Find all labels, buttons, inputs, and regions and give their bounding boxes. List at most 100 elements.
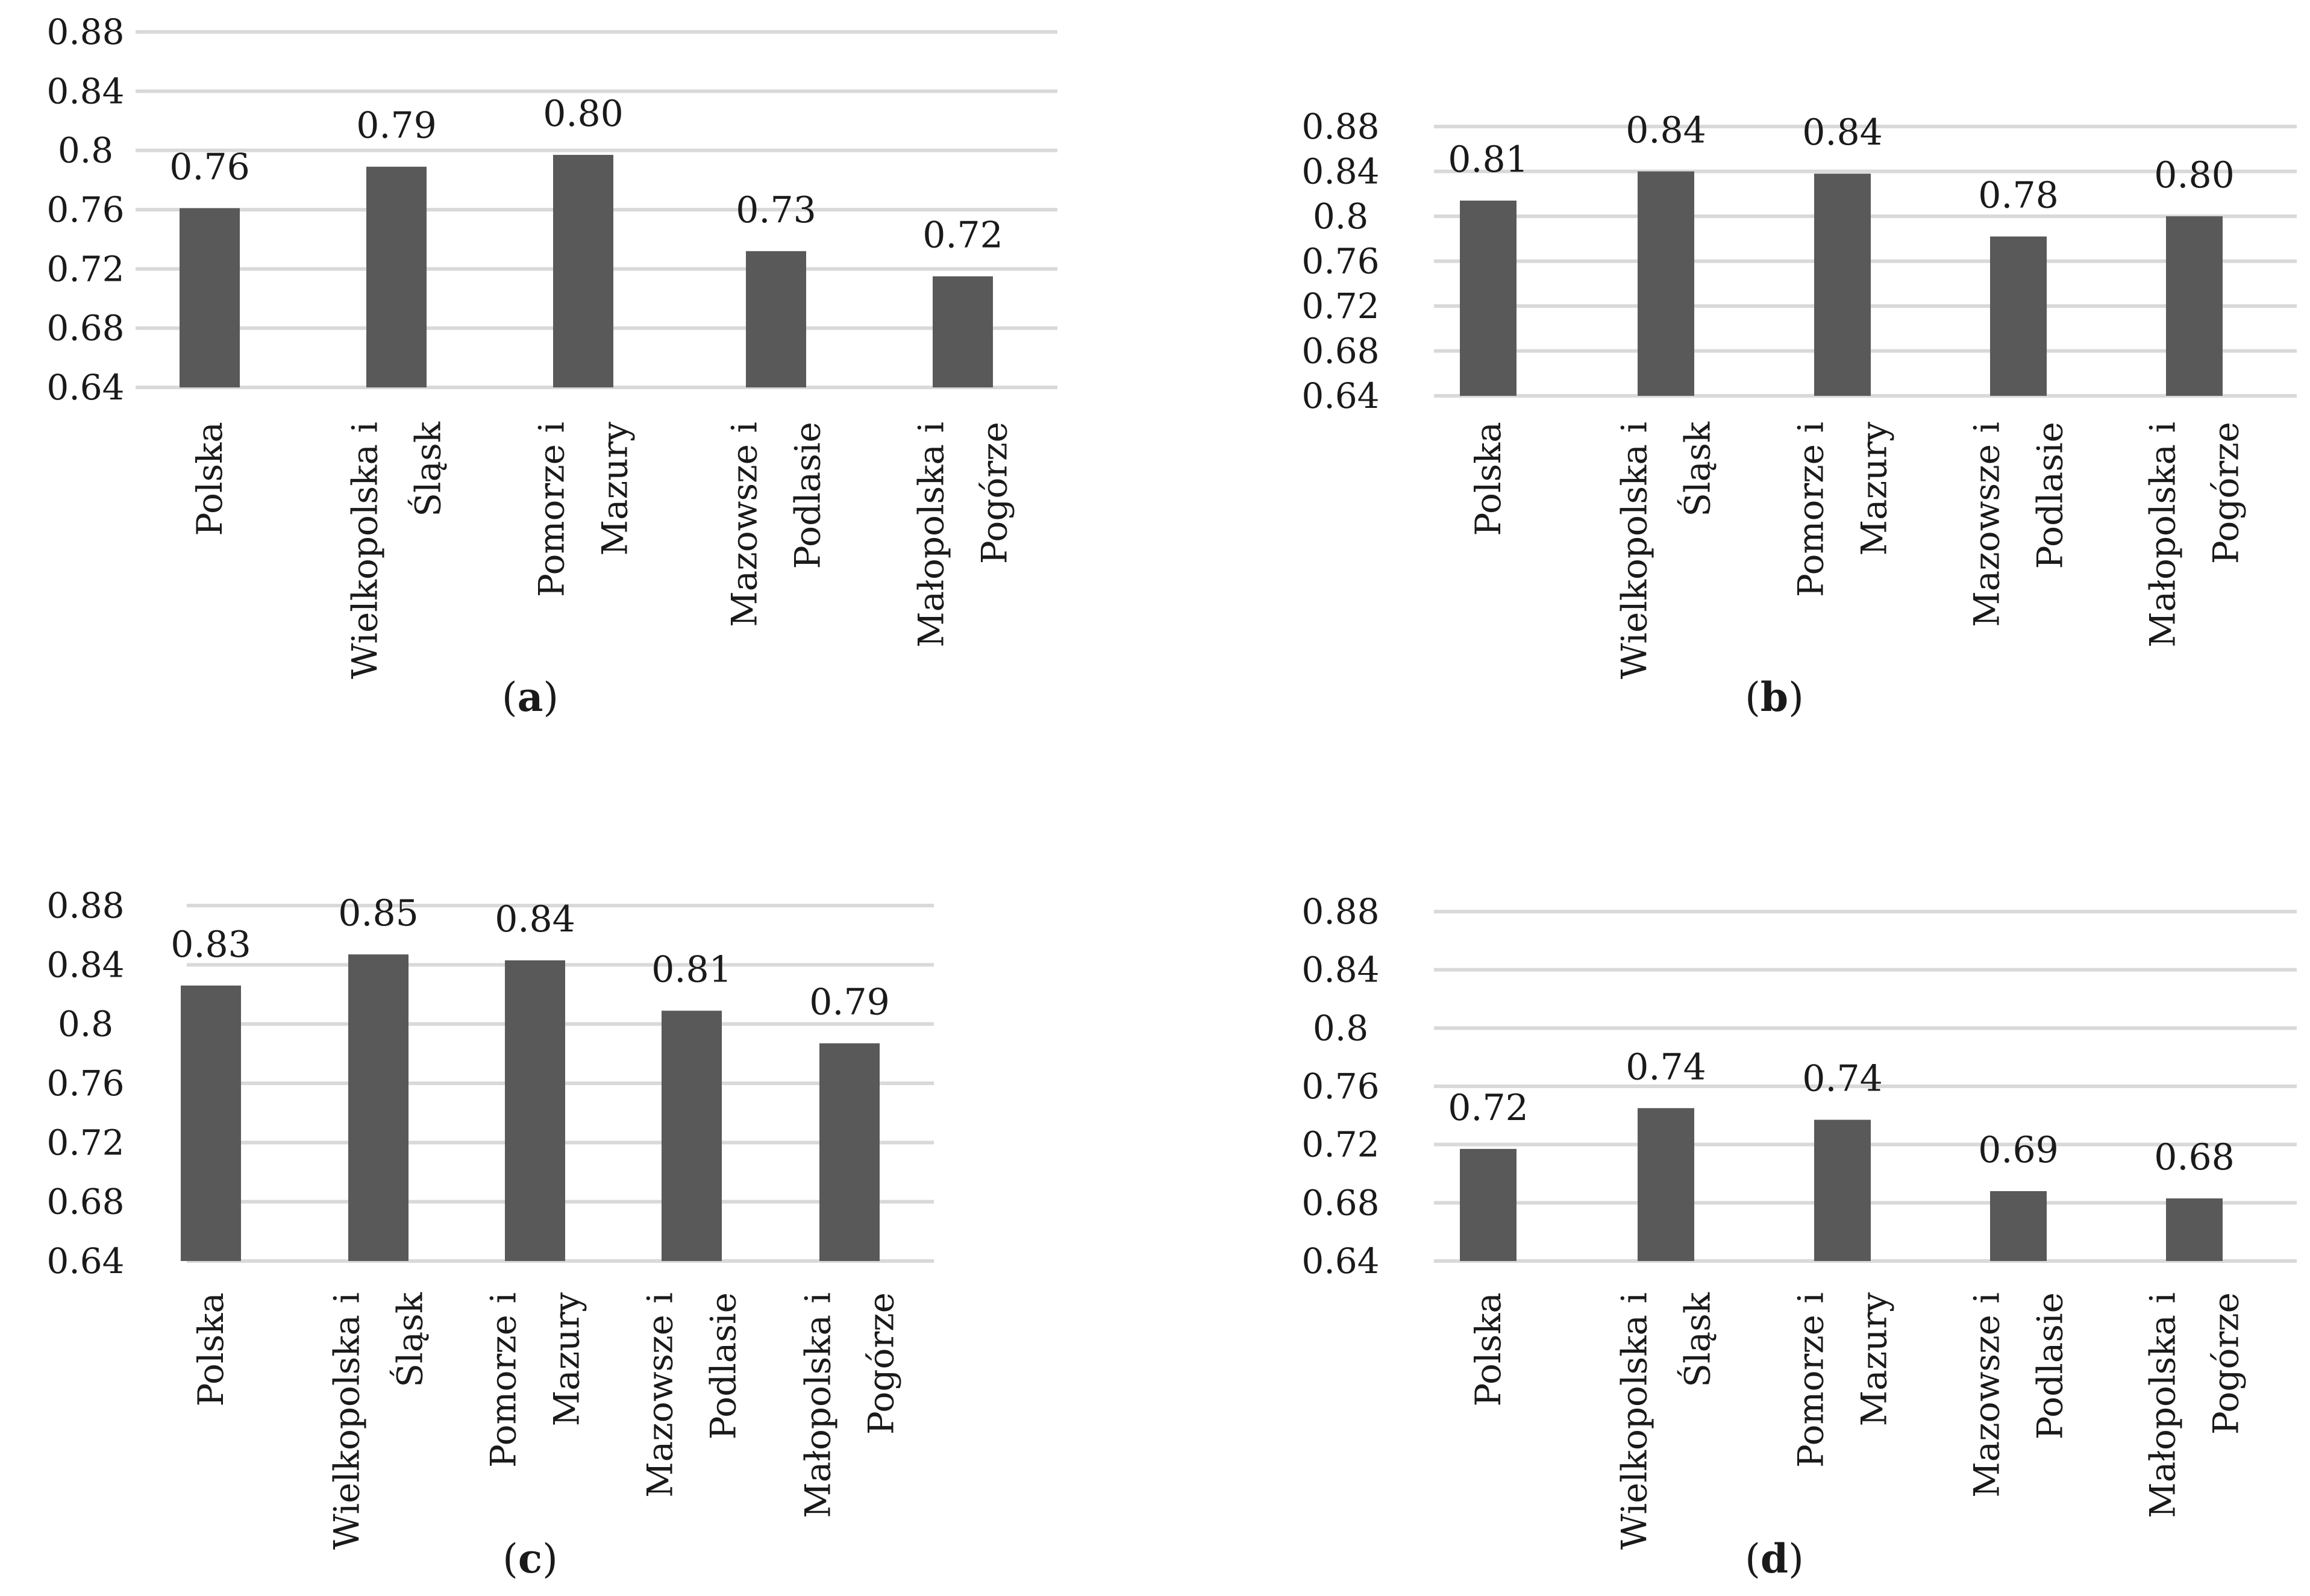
data-label: 0.79 xyxy=(809,981,890,1024)
y-tick-label: 0.76 xyxy=(46,1063,124,1104)
panel-label: (a) xyxy=(502,674,559,721)
category-label: Małopolska i Pogórze xyxy=(911,422,1015,648)
y-tick-label: 0.68 xyxy=(1301,1182,1379,1223)
data-label: 0.73 xyxy=(736,189,816,231)
category-label-line: Polska xyxy=(189,422,230,536)
category-label-line: Wielkopolska i xyxy=(345,422,386,679)
y-tick-label: 0.84 xyxy=(1301,950,1379,990)
bar xyxy=(746,251,806,387)
y-tick-label: 0.68 xyxy=(1301,331,1379,372)
category-label: Polska xyxy=(190,1292,231,1407)
category-label-line: Mazury xyxy=(1854,1292,1895,1427)
bar xyxy=(1638,1108,1694,1261)
category-label-line: Podlasie xyxy=(2030,1292,2071,1440)
category-label-line: Mazowsze i xyxy=(1967,422,2008,627)
y-tick-label: 0.68 xyxy=(46,1181,124,1222)
panel-label: (b) xyxy=(1745,674,1804,721)
data-label: 0.81 xyxy=(651,949,732,991)
y-tick-label: 0.68 xyxy=(46,308,124,349)
data-label: 0.84 xyxy=(1802,111,1883,154)
category-label-line: Małopolska i xyxy=(2143,422,2183,648)
category-label-line: Polska xyxy=(190,1292,231,1407)
category-label-line: Mazury xyxy=(546,1292,587,1427)
data-label: 0.84 xyxy=(495,898,575,940)
chart-panel-a: 0.64 0.68 0.72 0.76 0.8 0.84 0.88 0.76 0.79 0.80 0… xyxy=(46,11,1057,721)
category-label-line: Pomorze i xyxy=(1791,422,1832,597)
bar xyxy=(933,276,993,387)
category-label-line: Mazury xyxy=(1854,422,1895,556)
category-label-line: Mazowsze i xyxy=(724,422,765,627)
bar xyxy=(181,985,241,1261)
category-label-line: Wielkopolska i xyxy=(327,1292,368,1550)
bar xyxy=(1814,1119,1871,1261)
category-label: Wielkopolska i Śląsk xyxy=(1614,421,1718,679)
y-tick-label: 0.72 xyxy=(1301,1124,1379,1165)
y-tick-label: 0.84 xyxy=(46,70,124,111)
category-label-line: Polska xyxy=(1468,1292,1509,1407)
y-tick-label: 0.88 xyxy=(1301,106,1379,147)
category-label-line: Mazowsze i xyxy=(1967,1292,2008,1498)
y-tick-label: 0.76 xyxy=(1301,241,1379,282)
category-label: Polska xyxy=(189,422,230,536)
data-label: 0.83 xyxy=(171,924,251,966)
y-tick-label: 0.72 xyxy=(46,1122,124,1163)
data-label: 0.74 xyxy=(1802,1058,1883,1100)
category-label-line: Małopolska i xyxy=(2143,1292,2183,1518)
y-tick-label: 0.84 xyxy=(46,944,124,985)
bar xyxy=(1990,236,2047,396)
category-label-line: Pomorze i xyxy=(531,422,572,597)
data-label: 0.74 xyxy=(1626,1046,1706,1088)
category-label-line: Wielkopolska i xyxy=(1614,422,1655,679)
category-label: Mazowsze i Podlasie xyxy=(724,422,828,627)
y-tick-label: 0.72 xyxy=(46,248,124,289)
category-label-line: Pogórze xyxy=(974,422,1015,564)
category-label: Wielkopolska i Śląsk xyxy=(1614,1292,1718,1550)
bar xyxy=(1638,171,1694,396)
chart-panel-d: 0.64 0.68 0.72 0.76 0.8 0.84 0.88 0.72 0.74 0.74 0… xyxy=(1301,891,2297,1582)
bar xyxy=(348,954,408,1261)
bar xyxy=(366,166,427,387)
y-tick-label: 0.88 xyxy=(46,11,124,52)
y-tick-label: 0.8 xyxy=(1313,1007,1368,1048)
category-label-line: Pogórze xyxy=(2206,422,2247,564)
category-label: Małopolska i Pogórze xyxy=(798,1292,902,1518)
category-label: Mazowsze i Podlasie xyxy=(640,1292,744,1498)
category-label: Polska xyxy=(1468,422,1509,536)
bar xyxy=(553,155,613,387)
category-label: Mazowsze i Podlasie xyxy=(1967,1292,2071,1498)
y-tick-label: 0.72 xyxy=(1301,286,1379,327)
category-label: Wielkopolska i Śląsk xyxy=(345,421,449,679)
category-label: Pomorze i Mazury xyxy=(1791,422,1895,597)
data-label: 0.81 xyxy=(1448,139,1529,181)
category-label-line: Pogórze xyxy=(2206,1292,2247,1435)
y-tick-label: 0.88 xyxy=(1301,891,1379,932)
data-label: 0.79 xyxy=(356,105,437,147)
category-label-line: Podlasie xyxy=(2030,422,2071,569)
y-tick-label: 0.64 xyxy=(46,1241,124,1281)
data-label: 0.80 xyxy=(2154,154,2235,196)
category-label-line: Małopolska i xyxy=(911,422,952,648)
y-tick-label: 0.76 xyxy=(46,189,124,230)
bar xyxy=(2166,1198,2223,1261)
bar xyxy=(1460,200,1517,396)
category-label: Pomorze i Mazury xyxy=(1791,1292,1895,1468)
data-label: 0.85 xyxy=(338,892,419,934)
y-tick-label: 0.64 xyxy=(1301,375,1379,416)
category-label-line: Pomorze i xyxy=(483,1292,524,1468)
bar xyxy=(505,960,565,1261)
category-label-line: Pogórze xyxy=(861,1292,902,1435)
data-label: 0.76 xyxy=(169,146,250,189)
chart-panel-c: 0.64 0.68 0.72 0.76 0.8 0.84 0.88 0.83 0.85 0.84 0… xyxy=(46,885,934,1582)
y-tick-label: 0.88 xyxy=(46,885,124,926)
category-label-line: Śląsk xyxy=(390,1292,431,1388)
category-label: Pomorze i Mazury xyxy=(531,422,636,597)
data-label: 0.68 xyxy=(2154,1136,2235,1178)
y-tick-label: 0.64 xyxy=(1301,1241,1379,1281)
bar xyxy=(2166,216,2223,396)
bar xyxy=(1460,1148,1517,1261)
bar xyxy=(180,208,240,387)
bar xyxy=(819,1043,880,1261)
data-label: 0.72 xyxy=(1448,1087,1529,1129)
data-label: 0.78 xyxy=(1978,175,2059,217)
category-label: Małopolska i Pogórze xyxy=(2143,1292,2247,1518)
